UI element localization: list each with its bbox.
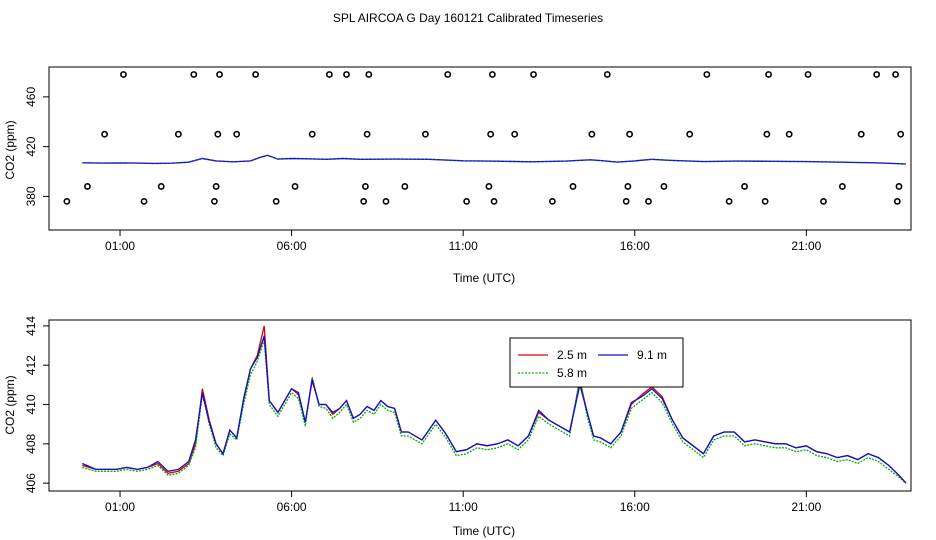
outlier-point — [363, 130, 371, 138]
outlier-point — [174, 130, 182, 138]
bottom-x-tick-label: 01:00 — [105, 500, 135, 514]
bottom-x-tick-label: 11:00 — [449, 500, 478, 514]
top-panel: Time (UTC) CO2 (ppm) 01:00 06:00 11:00 16:0… — [3, 66, 912, 285]
outlier-point — [216, 71, 223, 78]
bottom-y-tick-label: 406 — [24, 473, 38, 493]
outlier-point — [190, 71, 198, 78]
outlier-point — [463, 197, 471, 205]
outlier-point — [252, 71, 259, 78]
outlier-point — [63, 197, 71, 205]
series-line-2.5m — [82, 325, 907, 484]
outlier-point — [725, 197, 733, 205]
outlier-point — [214, 130, 222, 138]
outlier-point — [741, 183, 748, 190]
outlier-point — [660, 183, 668, 190]
bottom-y-tick-label: 412 — [24, 355, 38, 375]
outlier-point — [488, 71, 496, 78]
outlier-point — [761, 197, 769, 205]
outlier-point — [626, 130, 634, 138]
outlier-point — [838, 183, 846, 190]
legend-label-9.1m: 9.1 m — [637, 348, 667, 362]
series-line-5.8m — [82, 339, 907, 484]
outlier-point — [857, 130, 865, 138]
top-x-tick-label: 21:00 — [791, 239, 821, 253]
outlier-point — [892, 71, 899, 78]
outlier-point — [382, 197, 390, 205]
outlier-point — [444, 71, 452, 78]
outlier-point — [490, 197, 498, 205]
outlier-point — [703, 71, 711, 78]
top-x-tick-label: 06:00 — [277, 239, 307, 253]
outlier-point — [603, 71, 611, 78]
outlier-point — [897, 130, 905, 138]
outlier-point — [588, 130, 596, 138]
outlier-point — [763, 130, 771, 138]
outlier-point — [487, 130, 495, 138]
legend: 2.5 m 9.1 m 5.8 m — [509, 337, 684, 388]
outlier-point — [549, 197, 556, 205]
outlier-point — [622, 197, 630, 205]
outlier-point — [365, 71, 373, 78]
legend-box — [509, 337, 684, 388]
outlier-point — [361, 183, 369, 190]
bottom-y-tick-label: 408 — [24, 433, 38, 453]
outlier-point — [325, 71, 333, 78]
top-y-tick-label: 380 — [24, 186, 38, 206]
outlier-point — [360, 197, 368, 205]
top-plot-frame — [48, 66, 912, 231]
outlier-point — [120, 71, 127, 78]
bottom-x-tick-label: 06:00 — [277, 500, 307, 514]
outlier-point — [422, 130, 429, 138]
outlier-point — [291, 183, 299, 190]
outlier-point — [873, 71, 881, 78]
top-y-tick-label: 460 — [24, 87, 38, 107]
outlier-point — [645, 197, 652, 205]
legend-label-2.5m: 2.5 m — [557, 348, 587, 362]
outlier-point — [401, 183, 409, 190]
top-x-tick-label: 01:00 — [105, 239, 135, 253]
bottom-x-tick-label: 21:00 — [791, 500, 821, 514]
outlier-point — [308, 130, 316, 138]
top-y-axis-label: CO2 (ppm) — [3, 120, 17, 179]
outlier-point — [893, 197, 901, 205]
bottom-plot-frame — [48, 319, 912, 492]
bottom-panel: Time (UTC) CO2 (ppm) 01:00 06:00 11:00 16:0… — [3, 316, 912, 538]
top-x-axis-label: Time (UTC) — [453, 271, 515, 285]
outlier-point — [765, 71, 772, 78]
bottom-y-tick-label: 410 — [24, 394, 38, 414]
outlier-point — [210, 197, 218, 205]
outlier-point — [101, 130, 108, 138]
outlier-point — [84, 183, 91, 190]
outlier-point — [569, 183, 577, 190]
top-y-tick-label: 420 — [24, 136, 38, 156]
top-x-tick-label: 16:00 — [620, 239, 650, 253]
outlier-point — [785, 130, 793, 138]
outlier-point — [485, 183, 493, 190]
outlier-point — [895, 183, 903, 190]
chart-title: SPL AIRCOA G Day 160121 Calibrated Times… — [333, 11, 603, 25]
outlier-point — [624, 183, 632, 190]
outlier-point — [212, 183, 220, 190]
outlier-point — [804, 71, 812, 78]
top-series-line — [82, 154, 906, 165]
outlier-point — [343, 71, 350, 78]
bottom-y-axis-label: CO2 (ppm) — [3, 375, 17, 434]
bottom-y-tick-label: 414 — [24, 316, 38, 336]
outlier-point — [140, 197, 148, 205]
top-x-tick-label: 11:00 — [449, 239, 478, 253]
outlier-point — [233, 130, 241, 138]
outlier-point — [157, 183, 165, 190]
outlier-point — [511, 130, 519, 138]
outlier-point — [686, 130, 694, 138]
bottom-x-axis-label: Time (UTC) — [453, 524, 515, 538]
outlier-point — [272, 197, 280, 205]
outlier-point — [820, 197, 827, 205]
legend-label-5.8m: 5.8 m — [557, 366, 587, 380]
bottom-x-tick-label: 16:00 — [620, 500, 650, 514]
series-line-9.1m — [82, 335, 907, 484]
outlier-point — [530, 71, 537, 78]
